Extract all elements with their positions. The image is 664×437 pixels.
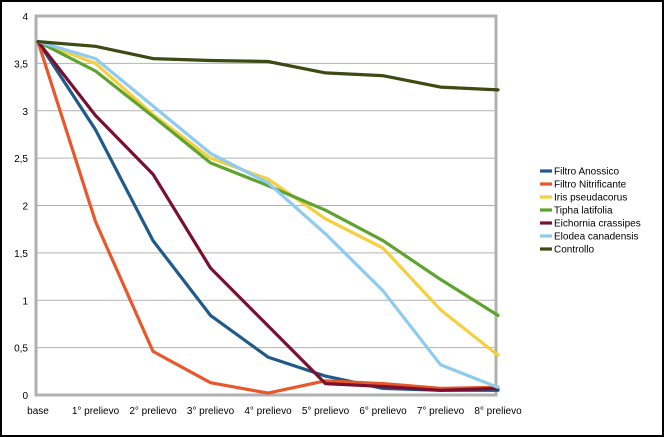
y-axis: 0 0,5 1 1,5 2 2,5 3 3,5 4 [14,12,28,402]
series-line [36,39,500,395]
y-tick-label: 1,5 [14,249,28,260]
legend: Filtro Anossico Filtro Nitrificante Iris p… [540,167,641,256]
series-line [36,39,500,389]
legend-label: Controllo [554,245,594,256]
series-line [36,39,500,92]
series-line [36,39,500,317]
legend-label: Filtro Anossico [554,167,619,178]
x-tick-label: 8° prelievo [474,406,522,417]
series-line [36,39,500,392]
y-tick-label: 3 [22,107,28,118]
series-line [36,39,500,357]
x-tick-label: 2° prelievo [129,406,177,417]
y-tick-label: 0,5 [14,344,28,355]
gridlines [36,62,496,349]
legend-label: Eichornia crassipes [554,219,641,230]
legend-label: Tipha latifolia [554,206,613,217]
y-tick-label: 2 [22,202,28,213]
y-tick-label: 4 [22,12,28,23]
legend-label: Iris pseudacorus [554,193,627,204]
series-line [36,39,500,392]
data-lines [36,39,500,395]
y-tick-label: 1 [22,296,28,307]
y-tick-label: 3,5 [14,59,28,70]
x-tick-label: 1° prelievo [72,406,120,417]
legend-label: Filtro Nitrificante [554,180,627,191]
x-tick-label: 5° prelievo [302,406,350,417]
plot-area-border [34,14,498,397]
x-tick-label: 3° prelievo [187,406,235,417]
legend-label: Elodea canadensis [554,232,639,243]
x-tick-label: 6° prelievo [359,406,407,417]
x-axis: base 1° prelievo 2° prelievo 3° prelievo 4° … [27,406,522,417]
x-tick-label: 4° prelievo [244,406,292,417]
y-tick-label: 2,5 [14,154,28,165]
x-tick-label: base [27,406,49,417]
y-tick-label: 0 [22,391,28,402]
x-tick-label: 7° prelievo [417,406,465,417]
